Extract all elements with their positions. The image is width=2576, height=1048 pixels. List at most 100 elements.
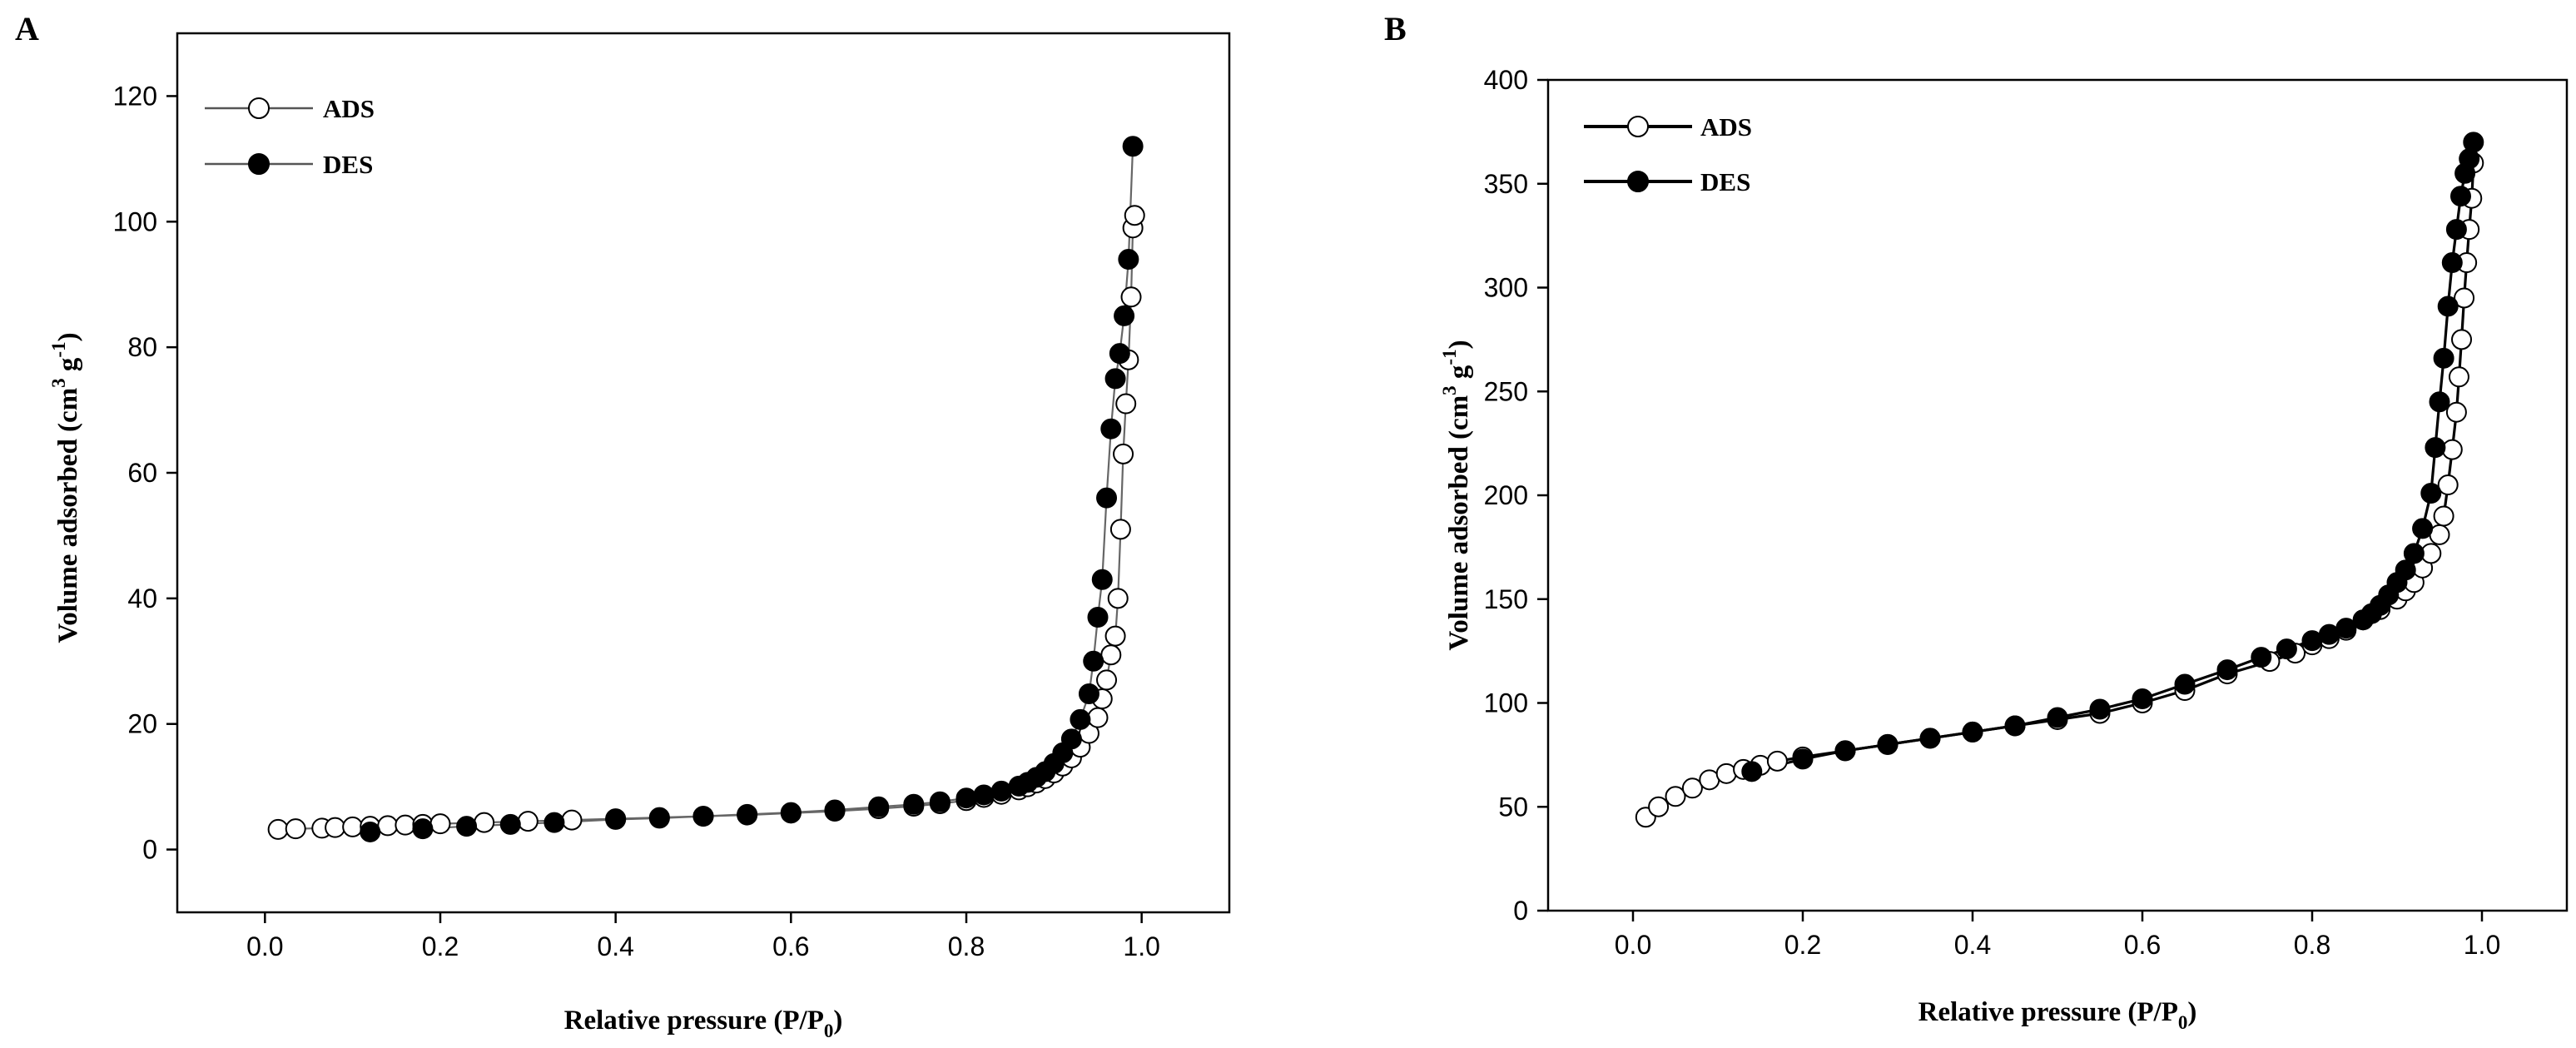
y-tick-label: 100 xyxy=(1484,688,1528,718)
data-point-des xyxy=(1792,748,1814,770)
panel-a: A 0.0 0.2 0.4 0.6 0.8 1.0 0 20 40 60 80 100 120 ADS… xyxy=(15,10,1231,1041)
data-point-des xyxy=(2433,347,2454,369)
y-tick-label: 0 xyxy=(142,835,157,865)
data-point-des xyxy=(1919,728,1941,749)
data-point-des xyxy=(929,791,950,812)
y-tick-label: 150 xyxy=(1484,584,1528,614)
x-axis: 0.0 0.2 0.4 0.6 0.8 1.0 xyxy=(246,912,1160,961)
data-point-ads xyxy=(1665,786,1686,807)
panel-label-b: B xyxy=(1384,10,1407,47)
legend-des-label: DES xyxy=(1700,167,1750,196)
y-tick-label: 0 xyxy=(1513,896,1528,926)
data-point-des xyxy=(1087,606,1109,628)
data-point-ads xyxy=(1124,205,1145,226)
y-tick-label: 40 xyxy=(127,584,157,613)
data-point-des xyxy=(990,780,1012,802)
data-point-des xyxy=(2251,647,2272,668)
data-point-des xyxy=(2395,559,2416,581)
data-point-des xyxy=(1834,740,1856,762)
data-point-ads xyxy=(2448,366,2469,388)
y-tick-label: 80 xyxy=(127,332,157,362)
data-point-des xyxy=(1741,761,1763,782)
data-point-des xyxy=(2437,296,2459,317)
y-axis-title: Volume adsorbed (cm3 g-1) xyxy=(48,332,83,643)
data-point-des xyxy=(2450,186,2471,207)
data-point-ads xyxy=(1087,707,1109,728)
data-point-des xyxy=(2216,659,2238,681)
x-axis: 0.0 0.2 0.4 0.6 0.8 1.0 xyxy=(1615,911,2500,960)
legend: ADS DES xyxy=(205,94,375,179)
data-point-des xyxy=(903,793,925,815)
x-axis-title-end: ) xyxy=(2187,997,2196,1027)
data-point-des xyxy=(1078,683,1099,705)
y-axis-title-end: ) xyxy=(1444,340,1474,349)
data-point-des xyxy=(1060,728,1082,750)
y-axis-title-mid: g xyxy=(1444,365,1474,385)
x-axis-title-main: Relative pressure (P/P xyxy=(564,1006,824,1036)
y-tick-label: 250 xyxy=(1484,376,1528,406)
data-point-ads xyxy=(1766,750,1788,772)
data-point-ads xyxy=(2445,401,2467,423)
data-point-des xyxy=(412,818,434,840)
data-point-des xyxy=(2047,707,2068,728)
data-point-des xyxy=(1122,136,1144,157)
series-markers xyxy=(267,136,1145,842)
x-tick-label: 0.2 xyxy=(422,931,459,961)
data-point-des xyxy=(2463,132,2484,153)
x-tick-label: 0.6 xyxy=(772,931,809,961)
data-point-des xyxy=(1104,368,1126,390)
data-point-ads xyxy=(1109,519,1131,540)
data-point-ads xyxy=(1113,443,1134,464)
legend-des-marker xyxy=(248,153,270,175)
data-point-ads xyxy=(2433,505,2454,527)
x-tick-label: 0.2 xyxy=(1784,930,1821,960)
y-axis-title: Volume adsorbed (cm3 g-1) xyxy=(1439,340,1474,650)
y-tick-label: 20 xyxy=(127,709,157,739)
legend-ads-marker xyxy=(1627,116,1649,137)
data-point-des xyxy=(2276,638,2297,660)
data-point-des xyxy=(2132,688,2153,710)
legend-des-label: DES xyxy=(323,150,373,179)
legend-des-marker xyxy=(1627,171,1649,192)
series-markers xyxy=(1635,132,2484,828)
x-tick-label: 0.4 xyxy=(1954,930,1991,960)
y-axis-title-main: Volume adsorbed (cm xyxy=(1444,395,1474,651)
x-axis-title: Relative pressure (P/P0) xyxy=(1918,997,2197,1033)
data-point-ads xyxy=(342,816,364,837)
y-tick-label: 50 xyxy=(1498,792,1528,822)
y-axis-title-main: Volume adsorbed (cm xyxy=(53,388,83,643)
y-axis: 0 20 40 60 80 100 120 xyxy=(113,81,177,865)
data-point-des xyxy=(2403,543,2425,564)
y-axis-title-mid: g xyxy=(53,357,83,378)
data-point-des xyxy=(824,799,846,821)
data-point-des xyxy=(1083,650,1104,672)
data-point-ads xyxy=(395,814,416,836)
data-point-des xyxy=(1096,487,1118,509)
data-point-des xyxy=(2335,618,2357,639)
legend-ads-label: ADS xyxy=(323,94,375,123)
data-point-ads xyxy=(2454,287,2475,309)
panel-label-a: A xyxy=(15,10,39,47)
data-point-des xyxy=(692,806,714,827)
data-point-des xyxy=(2425,437,2446,459)
data-point-ads xyxy=(429,813,451,835)
y-tick-label: 200 xyxy=(1484,480,1528,510)
legend: ADS DES xyxy=(1584,112,1752,196)
x-axis-title-sub: 0 xyxy=(2178,1012,2188,1033)
data-point-ads xyxy=(1115,393,1137,415)
data-point-des xyxy=(499,813,521,835)
data-point-des xyxy=(2174,673,2196,695)
y-tick-label: 100 xyxy=(113,206,157,236)
data-point-des xyxy=(1100,418,1122,440)
data-point-des xyxy=(2429,391,2450,413)
data-point-des xyxy=(2445,219,2467,241)
data-point-ads xyxy=(2451,329,2473,350)
y-axis: 0 50 100 150 200 250 300 350 400 xyxy=(1484,65,1548,926)
data-point-ads xyxy=(2441,439,2463,460)
data-point-ads xyxy=(285,818,306,840)
x-tick-label: 1.0 xyxy=(2464,930,2500,960)
data-point-des xyxy=(2420,483,2442,504)
x-tick-label: 0.8 xyxy=(948,931,985,961)
legend-ads-marker xyxy=(248,97,270,119)
data-point-des xyxy=(543,812,565,833)
